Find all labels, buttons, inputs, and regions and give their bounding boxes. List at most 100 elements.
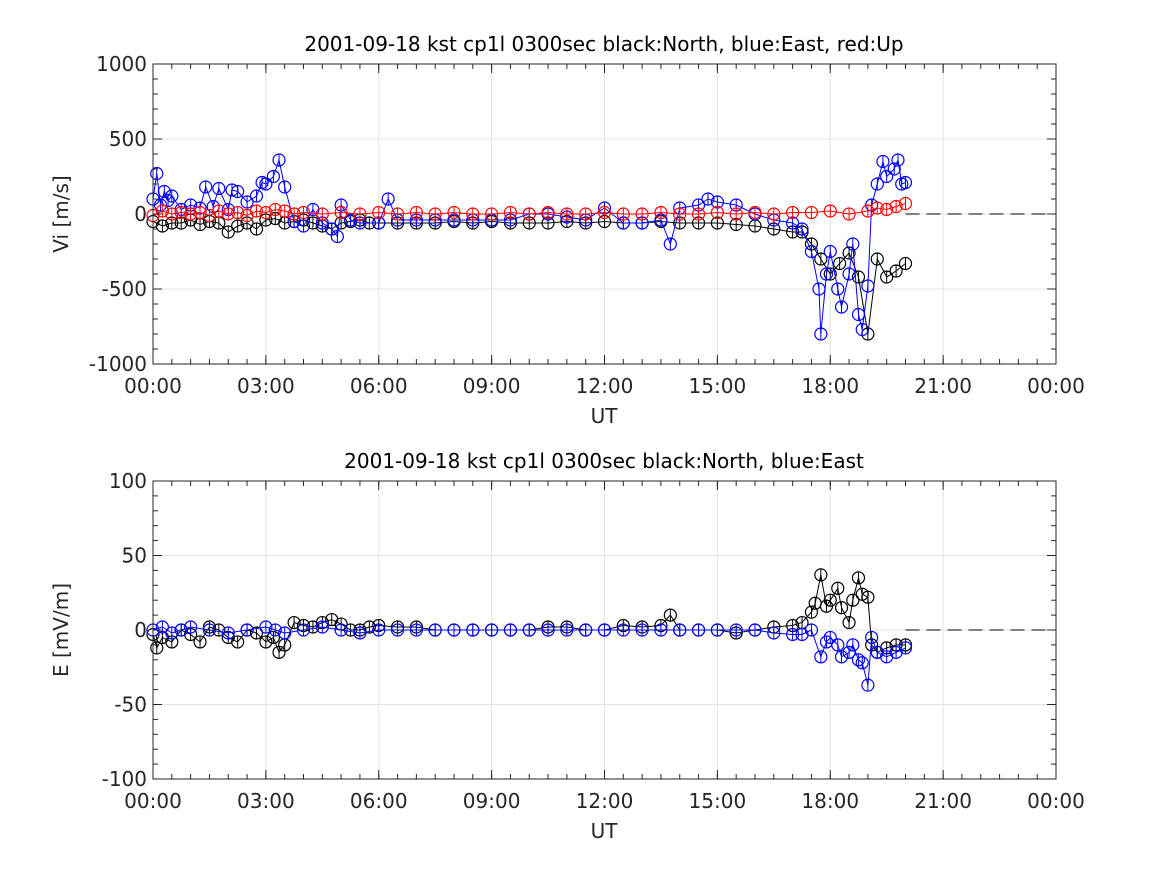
velocity-data-point [842, 246, 856, 260]
efield-data-point [823, 593, 837, 607]
velocity-chart-title: 2001-09-18 kst cp1l 0300sec black:North,… [304, 32, 903, 56]
efield-data-point [898, 641, 913, 655]
velocity-data-point [673, 207, 687, 221]
efield-data-point [846, 593, 860, 607]
efield-data-point [503, 623, 518, 637]
velocity-data-point [898, 256, 913, 271]
efield-data-point [597, 623, 612, 637]
efield-data-point [831, 581, 845, 595]
velocity-data-point [155, 204, 170, 218]
efield-data-point [804, 623, 819, 637]
velocity-x-tick-label: 15:00 [689, 374, 747, 398]
velocity-data-point [786, 205, 800, 220]
velocity-data-point [691, 207, 706, 221]
velocity-data-point [842, 267, 856, 281]
efield-data-point [855, 656, 869, 670]
velocity-data-point [503, 205, 518, 220]
efield-data-point [579, 623, 593, 637]
velocity-data-point [334, 205, 348, 220]
efield-data-point [663, 608, 677, 622]
efield-x-tick-label: 00:00 [1027, 789, 1085, 813]
velocity-data-point [597, 205, 612, 220]
velocity-data-point [153, 198, 168, 212]
velocity-y-tick-label: 500 [109, 127, 147, 151]
efield-data-point [861, 590, 875, 604]
velocity-data-point [814, 327, 828, 341]
efield-chart-title: 2001-09-18 kst cp1l 0300sec black:North,… [344, 449, 864, 473]
velocity-data-point [249, 204, 264, 218]
velocity-x-tick-label: 00:00 [1027, 374, 1085, 398]
efield-data-point [767, 626, 781, 640]
efield-data-point [174, 623, 188, 637]
velocity-data-point [855, 322, 869, 337]
efield-data-point [673, 623, 687, 637]
velocity-data-point [834, 300, 849, 314]
velocity-data-point [259, 177, 273, 191]
velocity-data-point [831, 282, 845, 296]
velocity-data-point [157, 184, 171, 199]
velocity-data-point [330, 229, 344, 244]
efield-y-tick-label: 0 [134, 618, 147, 642]
velocity-data-point [880, 202, 894, 217]
velocity-data-point [710, 205, 724, 220]
velocity-data-point [165, 207, 179, 221]
efield-x-tick-label: 09:00 [463, 789, 521, 813]
efield-data-point [635, 623, 649, 637]
velocity-x-axis-label: UT [591, 404, 619, 428]
velocity-data-point [278, 180, 292, 194]
efield-data-point [315, 620, 329, 634]
efield-data-point [846, 638, 860, 652]
efield-data-point [165, 626, 179, 640]
efield-series-1 [146, 620, 913, 692]
velocity-data-point [240, 195, 254, 209]
velocity-y-axis-label: Vi [m/s] [49, 175, 73, 252]
efield-data-point [287, 615, 301, 630]
velocity-data-point [155, 219, 170, 233]
efield-data-point [691, 623, 706, 637]
velocity-data-point [654, 205, 668, 220]
efield-data-point [748, 623, 762, 637]
velocity-data-point [343, 213, 358, 227]
velocity-data-point [804, 244, 819, 259]
velocity-data-point [560, 207, 574, 221]
velocity-data-point [823, 267, 837, 281]
efield-data-point [560, 623, 574, 637]
efield-y-tick-label: -50 [114, 693, 147, 717]
velocity-series-2 [146, 196, 913, 223]
velocity-data-point [272, 153, 286, 167]
velocity-data-point [823, 204, 837, 218]
efield-plot-area: 00:00 03:00 06:00 09:00 12:00 15:00 18:00 21:00… [102, 469, 1085, 813]
efield-y-tick-label: 50 [122, 544, 147, 568]
velocity-data-point [701, 192, 715, 206]
velocity-data-point [249, 189, 264, 203]
velocity-x-tick-label: 09:00 [463, 374, 521, 398]
velocity-x-tick-label: 06:00 [350, 374, 408, 398]
efield-data-point [842, 645, 856, 659]
velocity-data-point [212, 204, 226, 218]
velocity-data-point [663, 237, 677, 251]
velocity-data-point [161, 193, 175, 208]
efield-data-point [372, 623, 386, 637]
efield-data-point [834, 601, 849, 615]
velocity-data-point [390, 207, 405, 221]
velocity-data-point [616, 207, 630, 221]
velocity-data-point [729, 207, 743, 221]
efield-data-point [390, 623, 405, 637]
velocity-data-point [846, 237, 860, 251]
efield-data-point [221, 626, 235, 640]
efield-x-tick-label: 18:00 [801, 789, 859, 813]
efield-data-point [249, 626, 264, 640]
efield-data-point [353, 626, 367, 640]
velocity-data-point [541, 205, 555, 220]
velocity-data-point [870, 201, 884, 215]
efield-data-point [861, 678, 875, 692]
velocity-data-point [174, 205, 188, 220]
velocity-x-tick-label: 21:00 [914, 374, 972, 398]
velocity-data-point [870, 177, 884, 191]
velocity-x-tick-label: 18:00 [801, 374, 859, 398]
velocity-data-point [748, 205, 762, 220]
efield-data-point [541, 623, 555, 637]
efield-y-tick-label: -100 [102, 767, 147, 791]
efield-x-tick-label: 21:00 [914, 789, 972, 813]
velocity-data-point [231, 184, 245, 199]
